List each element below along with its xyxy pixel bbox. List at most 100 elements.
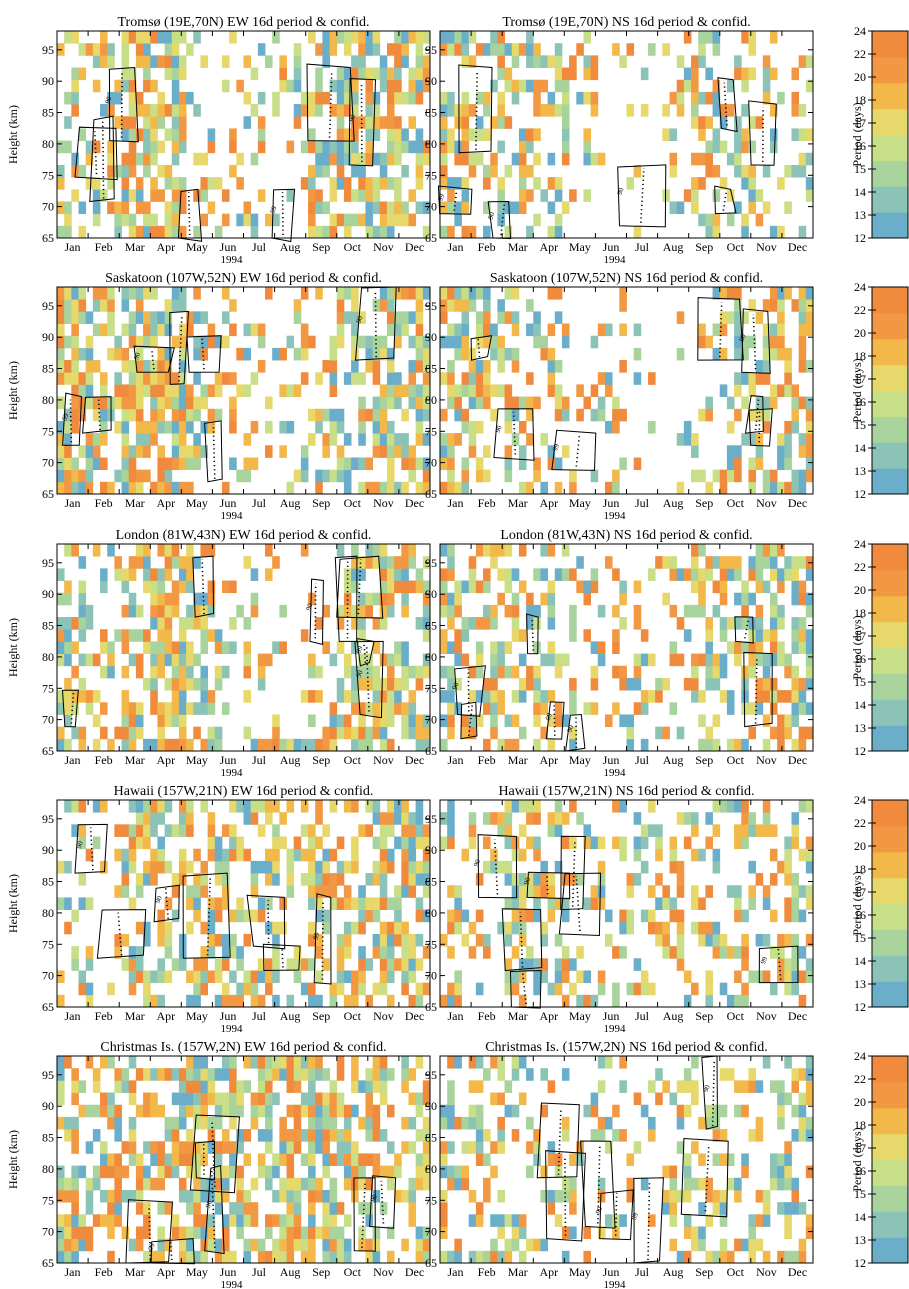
- heat-cell: [343, 860, 352, 874]
- heat-cell: [447, 726, 455, 740]
- heat-cell: [691, 67, 699, 81]
- heat-cell: [343, 1153, 352, 1166]
- heat-cell: [229, 617, 237, 630]
- heat-cell: [394, 580, 402, 594]
- heat-cell: [150, 360, 158, 373]
- heat-cell: [461, 225, 470, 239]
- heat-cell: [705, 1177, 713, 1191]
- y-axis-label: Height (km): [6, 618, 20, 677]
- heat-cell: [379, 396, 388, 410]
- contour-90: [758, 945, 799, 984]
- heat-cell: [343, 372, 352, 385]
- heat-cell: [157, 714, 165, 728]
- heat-cell: [372, 946, 381, 959]
- heat-cell: [272, 91, 280, 105]
- heat-cell: [762, 1250, 771, 1264]
- heat-cell: [447, 140, 455, 154]
- heat-cell: [422, 152, 431, 166]
- heat-cell: [626, 1153, 635, 1166]
- heat-cell: [92, 1129, 101, 1142]
- heat-cell: [784, 1092, 792, 1106]
- heat-cell: [186, 1226, 194, 1240]
- heat-cell: [279, 79, 287, 93]
- heat-cell: [755, 1129, 764, 1142]
- heat-cell: [762, 79, 771, 93]
- heat-cell: [186, 921, 194, 935]
- heat-cell: [741, 213, 749, 227]
- heat-cell: [336, 1104, 345, 1118]
- heat-cell: [461, 116, 470, 129]
- contour-90: [271, 188, 296, 243]
- heat-cell: [164, 860, 173, 874]
- heat-cell: [250, 323, 259, 337]
- heat-cell: [483, 946, 491, 959]
- heat-cell: [669, 164, 678, 178]
- month-label: Jan: [448, 753, 464, 767]
- contour-99: [164, 888, 169, 919]
- confidence-contours: [536, 1055, 729, 1264]
- heat-cell: [777, 433, 785, 446]
- heat-cell: [633, 164, 642, 178]
- heat-cell: [279, 384, 287, 397]
- heat-cell: [257, 323, 266, 337]
- heat-cell: [518, 128, 527, 141]
- heat-cell: [784, 873, 792, 886]
- heat-cell: [143, 1092, 151, 1106]
- heat-cell: [401, 481, 409, 495]
- heat-cell: [128, 445, 137, 458]
- y-tick-label: 90: [425, 74, 437, 88]
- heat-cell: [504, 201, 513, 215]
- heat-cell: [583, 91, 592, 105]
- heat-cell: [308, 836, 316, 850]
- heat-cell: [157, 372, 165, 385]
- heat-cell: [279, 55, 287, 68]
- heat-cell: [408, 1116, 417, 1130]
- heat-cell: [200, 544, 209, 557]
- heat-cell: [468, 1104, 477, 1118]
- heat-cell: [164, 469, 173, 483]
- heat-cell: [336, 1238, 345, 1252]
- heat-cell: [207, 128, 216, 141]
- heat-cell: [576, 1153, 584, 1166]
- heat-cell: [78, 897, 87, 910]
- heat-cell: [78, 1226, 87, 1240]
- heat-cell: [257, 738, 266, 752]
- heat-cell: [257, 653, 266, 667]
- heat-cell: [379, 812, 388, 825]
- heat-cell: [300, 335, 309, 349]
- heat-cell: [358, 946, 366, 959]
- heat-cell: [171, 690, 180, 703]
- heat-cell: [236, 152, 244, 166]
- heat-cell: [200, 738, 209, 752]
- heat-cell: [143, 1165, 151, 1179]
- heat-cell: [698, 592, 706, 606]
- heat-cell: [78, 445, 87, 458]
- month-label: Feb: [478, 496, 496, 510]
- heat-cell: [511, 1214, 520, 1227]
- heat-cell: [64, 311, 72, 324]
- heat-cell: [178, 372, 187, 385]
- heat-cell: [415, 79, 424, 93]
- heat-cell: [372, 702, 381, 715]
- heat-cell: [619, 1214, 627, 1227]
- heat-cell: [57, 1116, 65, 1130]
- colorbar-tick-label: 22: [854, 816, 866, 830]
- heat-cell: [726, 420, 735, 434]
- heat-cell: [497, 1214, 505, 1227]
- contour-99: [206, 876, 212, 956]
- heat-cell: [583, 836, 592, 850]
- heat-cell: [358, 592, 366, 606]
- heat-cell: [221, 1129, 230, 1142]
- y-axis-label: Height (km): [6, 1130, 20, 1189]
- heat-cell: [365, 128, 374, 141]
- heat-cell: [207, 1177, 216, 1191]
- heat-cell: [798, 335, 807, 349]
- heat-cell: [372, 445, 381, 458]
- heat-cell: [365, 1250, 374, 1264]
- y-tick-label: 95: [42, 1068, 54, 1082]
- heat-cell: [655, 873, 663, 886]
- heat-cell: [315, 897, 323, 910]
- heat-cell: [365, 1129, 374, 1142]
- month-label: Nov: [373, 496, 394, 510]
- heat-cell: [655, 677, 663, 691]
